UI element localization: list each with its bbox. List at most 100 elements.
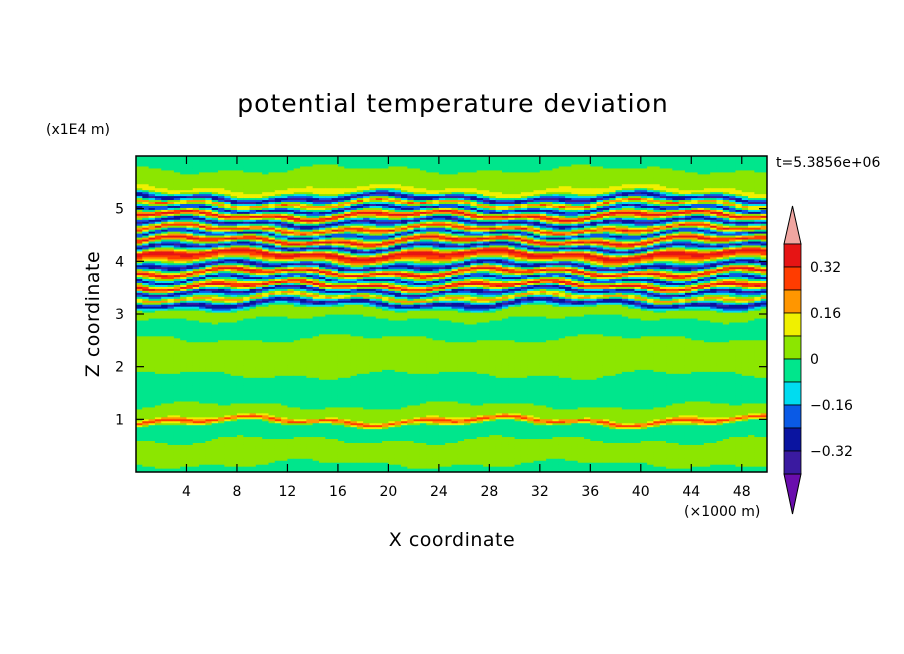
field-cell bbox=[199, 248, 207, 252]
field-cell bbox=[154, 337, 162, 341]
field-cell bbox=[186, 466, 194, 469]
field-cell bbox=[173, 191, 181, 195]
field-cell bbox=[161, 266, 169, 270]
field-cell bbox=[180, 412, 188, 416]
field-cell bbox=[142, 246, 150, 250]
field-cell bbox=[154, 282, 162, 285]
field-cell bbox=[205, 434, 213, 438]
field-cell bbox=[180, 462, 188, 465]
field-cell bbox=[180, 207, 188, 210]
field-cell bbox=[180, 223, 188, 226]
field-cell bbox=[205, 227, 213, 230]
field-cell bbox=[136, 274, 143, 278]
field-cell bbox=[205, 468, 213, 471]
field-cell bbox=[173, 337, 181, 341]
field-cell bbox=[173, 349, 181, 353]
field-cell bbox=[199, 221, 207, 224]
field-cell bbox=[136, 335, 143, 339]
field-cell bbox=[173, 270, 181, 274]
field-cell bbox=[136, 250, 143, 254]
field-cell bbox=[161, 235, 169, 238]
field-cell bbox=[205, 448, 213, 451]
field-cell bbox=[161, 221, 169, 224]
field-cell bbox=[148, 189, 156, 193]
field-cell bbox=[154, 335, 162, 339]
field-cell bbox=[161, 308, 169, 311]
field-cell bbox=[142, 195, 150, 199]
field-cell bbox=[180, 221, 188, 224]
field-cell bbox=[173, 381, 181, 384]
field-cell bbox=[142, 179, 150, 183]
field-cell bbox=[148, 341, 156, 345]
field-cell bbox=[173, 280, 181, 284]
field-cell bbox=[180, 337, 188, 341]
field-cell bbox=[136, 244, 143, 248]
field-cell bbox=[142, 389, 150, 392]
field-cell bbox=[186, 227, 194, 230]
field-cell bbox=[192, 371, 200, 374]
field-cell bbox=[154, 258, 162, 262]
field-cell bbox=[148, 199, 156, 203]
field-cell bbox=[192, 254, 200, 258]
field-cell bbox=[199, 195, 207, 199]
field-cell bbox=[173, 225, 181, 228]
field-cell bbox=[136, 418, 143, 422]
field-cell bbox=[192, 385, 200, 388]
field-cell bbox=[192, 389, 200, 392]
field-cell bbox=[154, 246, 162, 250]
field-cell bbox=[192, 444, 200, 447]
field-cell bbox=[192, 418, 200, 422]
field-cell bbox=[136, 159, 143, 163]
field-cell bbox=[192, 252, 200, 256]
field-cell bbox=[186, 464, 194, 467]
field-cell bbox=[205, 365, 213, 368]
field-cell bbox=[148, 424, 156, 428]
field-cell bbox=[205, 225, 213, 228]
field-cell bbox=[136, 308, 143, 311]
field-cell bbox=[136, 371, 143, 374]
field-cell bbox=[142, 302, 150, 305]
field-cell bbox=[205, 385, 213, 388]
field-cell bbox=[211, 387, 219, 390]
field-cell bbox=[148, 175, 156, 179]
field-cell bbox=[192, 278, 200, 282]
field-cell bbox=[192, 159, 200, 163]
field-cell bbox=[148, 440, 156, 443]
field-cell bbox=[154, 329, 162, 333]
field-cell bbox=[186, 296, 194, 299]
field-cell bbox=[205, 219, 213, 222]
field-cell bbox=[167, 248, 175, 252]
field-cell bbox=[148, 217, 156, 220]
field-cell bbox=[154, 197, 162, 201]
field-cell bbox=[199, 329, 207, 333]
field-cell bbox=[161, 272, 169, 276]
field-cell bbox=[142, 422, 150, 426]
field-cell bbox=[142, 363, 150, 366]
field-cell bbox=[186, 315, 194, 319]
field-cell bbox=[173, 260, 181, 264]
field-cell bbox=[192, 282, 200, 285]
field-cell bbox=[148, 288, 156, 291]
field-cell bbox=[148, 317, 156, 321]
field-cell bbox=[154, 296, 162, 299]
field-cell bbox=[136, 215, 143, 218]
field-cell bbox=[161, 466, 169, 469]
field-cell bbox=[167, 167, 175, 171]
field-cell bbox=[199, 400, 207, 404]
field-cell bbox=[199, 321, 207, 325]
field-cell bbox=[167, 430, 175, 434]
field-cell bbox=[154, 223, 162, 226]
field-cell bbox=[161, 292, 169, 295]
field-cell bbox=[148, 244, 156, 248]
field-cell bbox=[167, 272, 175, 276]
field-cell bbox=[154, 359, 162, 363]
field-cell bbox=[154, 169, 162, 173]
field-cell bbox=[186, 207, 194, 210]
field-cell bbox=[154, 387, 162, 390]
field-cell bbox=[186, 252, 194, 256]
field-cell bbox=[211, 394, 219, 398]
field-cell bbox=[154, 464, 162, 467]
field-cell bbox=[192, 323, 200, 327]
field-cell bbox=[161, 312, 169, 315]
field-cell bbox=[186, 286, 194, 289]
